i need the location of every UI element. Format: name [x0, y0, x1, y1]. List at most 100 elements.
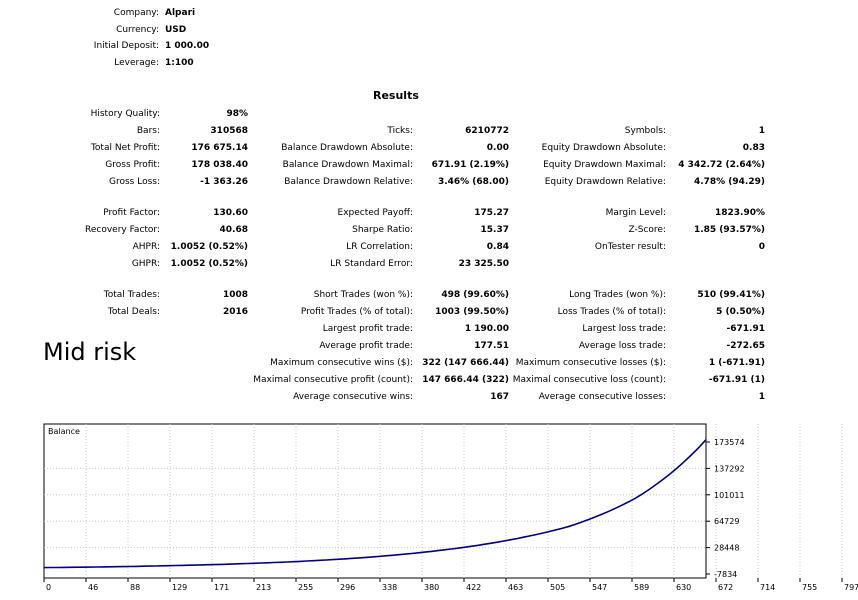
total-net-profit-value: 176 675.14 — [191, 143, 248, 153]
profit-factor-label: Profit Factor: — [103, 208, 160, 218]
chart-grid — [44, 424, 843, 578]
largest-profit-label: Largest profit trade: — [322, 324, 413, 334]
total-trades-label: Total Trades: — [103, 290, 160, 300]
ontester-label: OnTester result: — [594, 242, 666, 252]
gross-loss-value: -1 363.26 — [200, 177, 248, 187]
short-trades-value: 498 (99.60%) — [441, 290, 509, 300]
chart-title: Balance — [48, 427, 80, 436]
y-tick-label: 28448 — [714, 544, 739, 553]
max-consec-wins-label: Maximum consecutive wins ($): — [270, 358, 413, 368]
margin-level-label: Margin Level: — [605, 208, 666, 218]
gross-loss-label: Gross Loss: — [109, 177, 160, 187]
average-loss-value: -272.65 — [726, 341, 765, 351]
bars-label: Bars: — [136, 126, 160, 136]
equity-dd-max-value: 4 342.72 (2.64%) — [678, 160, 765, 170]
leverage-value: 1:100 — [165, 58, 194, 68]
balance-dd-max-label: Balance Drawdown Maximal: — [282, 160, 413, 170]
max-consec-losses-value: 1 (-671.91) — [708, 358, 765, 368]
balance-dd-rel-label: Balance Drawdown Relative: — [284, 177, 413, 187]
currency-value: USD — [165, 25, 187, 35]
largest-loss-label: Largest loss trade: — [582, 324, 666, 334]
ghpr-value: 1.0052 (0.52%) — [170, 259, 248, 269]
sharpe-ratio-value: 15.37 — [480, 225, 509, 235]
margin-level-value: 1823.90% — [714, 208, 765, 218]
history-quality-label: History Quality: — [90, 109, 160, 119]
long-trades-label: Long Trades (won %): — [569, 290, 666, 300]
maximal-consec-loss-value: -671.91 (1) — [708, 375, 765, 385]
x-tick-label: 296 — [340, 583, 355, 592]
avg-consec-losses-value: 1 — [758, 392, 765, 402]
ontester-value: 0 — [758, 242, 765, 252]
x-tick-label: 672 — [718, 583, 733, 592]
x-tick-label: 422 — [466, 583, 481, 592]
balance-dd-max-value: 671.91 (2.19%) — [431, 160, 509, 170]
balance-dd-abs-value: 0.00 — [486, 143, 509, 153]
equity-dd-abs-value: 0.83 — [742, 143, 765, 153]
profit-trades-value: 1003 (99.50%) — [435, 307, 509, 317]
company-value: Alpari — [165, 8, 196, 18]
total-deals-label: Total Deals: — [107, 307, 160, 317]
currency-label: Currency: — [116, 25, 159, 35]
results-title: Results — [373, 89, 419, 102]
deposit-label: Initial Deposit: — [93, 41, 159, 51]
lr-correlation-label: LR Correlation: — [346, 242, 413, 252]
ahpr-value: 1.0052 (0.52%) — [170, 242, 248, 252]
x-tick-label: 129 — [172, 583, 187, 592]
gross-profit-label: Gross Profit: — [105, 160, 160, 170]
company-label: Company: — [113, 8, 159, 18]
x-tick-label: 255 — [298, 583, 313, 592]
bars-value: 310568 — [210, 126, 248, 136]
ahpr-label: AHPR: — [132, 242, 160, 252]
balance-line — [43, 439, 707, 569]
average-profit-label: Average profit trade: — [319, 341, 413, 351]
maximal-consec-profit-label: Maximal consecutive profit (count): — [253, 375, 413, 385]
x-tick-label: 547 — [592, 583, 607, 592]
y-tick-label: 137292 — [714, 464, 745, 473]
average-loss-label: Average loss trade: — [578, 341, 666, 351]
total-trades-value: 1008 — [222, 290, 248, 300]
avg-consec-wins-value: 167 — [490, 392, 509, 402]
lr-correlation-value: 0.84 — [486, 242, 509, 252]
ticks-label: Ticks: — [387, 126, 413, 136]
total-net-profit-label: Total Net Profit: — [90, 143, 160, 153]
y-tick-label: 173574 — [714, 438, 745, 447]
mid-risk-annotation: Mid risk — [43, 338, 137, 366]
maximal-consec-loss-label: Maximal consecutive loss (count): — [512, 375, 666, 385]
x-tick-label: 505 — [550, 583, 565, 592]
ticks-value: 6210772 — [465, 126, 509, 136]
x-tick-label: 46 — [88, 583, 98, 592]
deposit-value: 1 000.00 — [165, 41, 210, 51]
expected-payoff-label: Expected Payoff: — [337, 208, 413, 218]
x-axis-ticks: 0 46 88 129 171 213 255 296 338 380 422 463 505 547 58… — [43, 578, 858, 592]
largest-loss-value: -671.91 — [726, 324, 765, 334]
x-tick-label: 171 — [214, 583, 229, 592]
equity-dd-max-label: Equity Drawdown Maximal: — [543, 160, 666, 170]
x-tick-label: 88 — [130, 583, 140, 592]
max-consec-wins-value: 322 (147 666.44) — [422, 358, 509, 368]
ghpr-label: GHPR: — [131, 259, 160, 269]
z-score-value: 1.85 (93.57%) — [693, 225, 765, 235]
expected-payoff-value: 175.27 — [474, 208, 509, 218]
avg-consec-losses-label: Average consecutive losses: — [538, 392, 666, 402]
gross-profit-value: 178 038.40 — [191, 160, 248, 170]
x-tick-label: 213 — [256, 583, 271, 592]
total-deals-value: 2016 — [222, 307, 248, 317]
y-tick-label: 64729 — [714, 517, 739, 526]
short-trades-label: Short Trades (won %): — [313, 290, 413, 300]
x-tick-label: 630 — [676, 583, 691, 592]
recovery-factor-label: Recovery Factor: — [84, 225, 160, 235]
avg-consec-wins-label: Average consecutive wins: — [293, 392, 413, 402]
sharpe-ratio-label: Sharpe Ratio: — [352, 225, 413, 235]
maximal-consec-profit-value: 147 666.44 (322) — [422, 375, 509, 385]
equity-dd-abs-label: Equity Drawdown Absolute: — [541, 143, 666, 153]
recovery-factor-value: 40.68 — [219, 225, 248, 235]
y-axis-ticks: 173574 137292 101011 64729 28448 -7834 — [706, 438, 745, 579]
x-tick-label: 797 — [844, 583, 858, 592]
equity-dd-rel-value: 4.78% (94.29) — [693, 177, 765, 187]
y-tick-label: 101011 — [714, 491, 745, 500]
symbols-label: Symbols: — [624, 126, 666, 136]
lr-std-error-value: 23 325.50 — [458, 259, 509, 269]
largest-profit-value: 1 190.00 — [464, 324, 509, 334]
loss-trades-value: 5 (0.50%) — [716, 307, 765, 317]
